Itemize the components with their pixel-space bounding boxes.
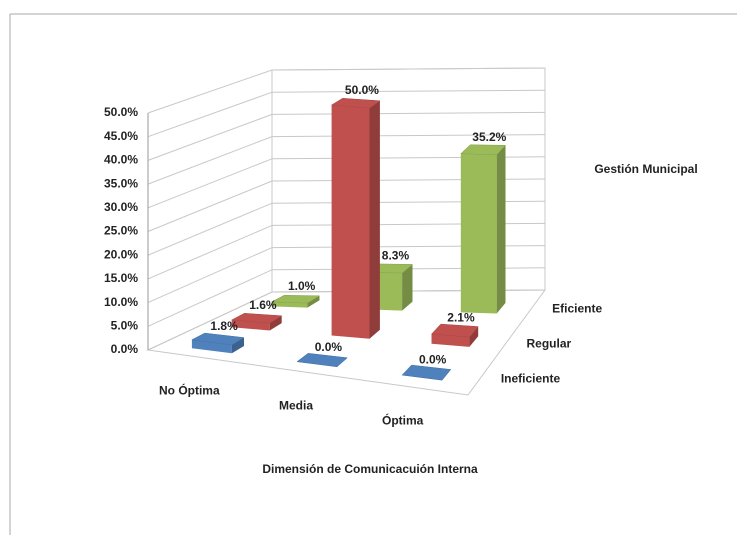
bar-side <box>369 100 380 339</box>
bar-top <box>296 353 348 368</box>
grid-line <box>147 291 273 351</box>
x-tick-label: Media <box>279 399 313 413</box>
value-label: 50.0% <box>345 83 379 97</box>
y-tick-label: 40.0% <box>104 153 138 167</box>
bar-front <box>271 301 308 308</box>
value-label: 0.0% <box>419 353 447 367</box>
grid-line <box>271 111 546 115</box>
grid-line <box>147 224 273 280</box>
y-tick-label: 20.0% <box>104 247 138 261</box>
bar-side <box>496 145 506 314</box>
grid-line <box>147 136 273 185</box>
y-tick-label: 35.0% <box>104 176 138 190</box>
grid-line <box>271 134 546 138</box>
depth-tick-label: Regular <box>527 337 572 351</box>
bar-front <box>191 339 232 354</box>
bar-front <box>431 334 470 347</box>
value-label: 0.0% <box>315 340 343 354</box>
bar-side <box>307 295 320 308</box>
grid-line <box>147 247 273 304</box>
y-tick-label: 5.0% <box>111 318 139 332</box>
grid-line <box>271 67 546 71</box>
x-axis-title: Dimensión de Comunicacuión Interna <box>262 462 478 476</box>
bar-top <box>191 332 245 346</box>
bar-side <box>469 326 479 347</box>
grid-line <box>147 69 273 114</box>
bar-side <box>402 264 413 311</box>
bar-front <box>231 320 270 331</box>
value-label: 35.2% <box>472 130 506 144</box>
y-tick-label: 45.0% <box>104 129 138 143</box>
bar-top <box>330 98 381 109</box>
grid-line <box>147 158 273 209</box>
bar-side <box>269 315 282 331</box>
y-tick-label: 30.0% <box>104 200 138 214</box>
value-label: 1.0% <box>288 279 316 293</box>
depth-axis-title: Gestión Municipal <box>594 162 697 176</box>
grid-line <box>271 89 546 93</box>
grid-line <box>147 113 273 161</box>
value-label: 1.8% <box>210 319 238 333</box>
bar-top <box>460 144 507 156</box>
bar-top <box>430 323 479 338</box>
grid-line <box>147 269 273 327</box>
grid-line <box>147 180 273 232</box>
depth-tick-label: Ineficiente <box>501 372 561 386</box>
grid-line <box>147 202 273 256</box>
y-tick-label: 15.0% <box>104 271 138 285</box>
bar-top <box>270 295 321 304</box>
value-label: 1.6% <box>249 298 277 312</box>
bar-top <box>401 364 452 381</box>
bar-front <box>460 153 497 314</box>
bar-top <box>230 313 283 324</box>
x-tick-label: Óptima <box>382 413 424 428</box>
y-tick-label: 25.0% <box>104 224 138 238</box>
x-tick-label: No Óptima <box>159 383 220 398</box>
value-label: 2.1% <box>447 311 475 325</box>
y-tick-label: 0.0% <box>111 342 139 356</box>
depth-tick-label: Eficiente <box>552 302 602 316</box>
grid-line <box>147 91 273 138</box>
y-tick-label: 50.0% <box>104 105 138 119</box>
y-tick-label: 10.0% <box>104 295 138 309</box>
bar-front <box>331 105 370 339</box>
bar-side <box>231 337 244 354</box>
value-label: 8.3% <box>382 249 410 263</box>
